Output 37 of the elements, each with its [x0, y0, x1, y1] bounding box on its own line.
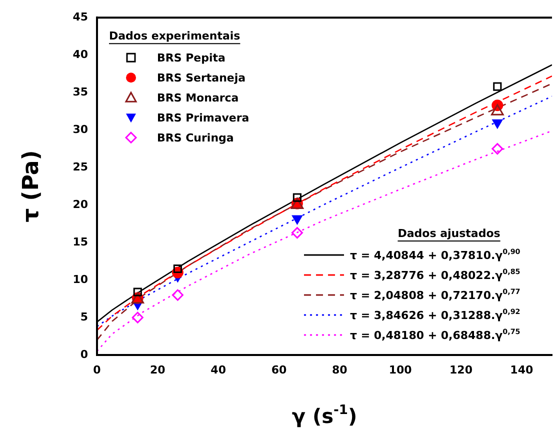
y-tick-label: 40: [72, 48, 88, 61]
point: [173, 264, 182, 274]
x-tick-label: 140: [510, 363, 534, 376]
y-tick-label: 35: [72, 85, 88, 98]
y-tick-label: 30: [72, 122, 88, 136]
legend-title: Dados experimentais: [109, 30, 241, 43]
x-tick-label: 120: [450, 363, 473, 376]
annotation: Dados ajustados: [398, 227, 501, 240]
legend-label: BRS Curinga: [157, 132, 234, 145]
line-series: [97, 130, 552, 352]
x-tick-label: 80: [332, 363, 348, 376]
point: [292, 193, 302, 202]
y-tick-label: 0: [80, 348, 88, 361]
point: [172, 289, 184, 301]
y-tick-label: 25: [72, 160, 88, 174]
x-tick-label: 60: [271, 363, 287, 376]
y-axis-title: τ (Pa): [19, 150, 44, 222]
point: [291, 227, 303, 239]
y-tick-label: 20: [72, 198, 88, 211]
point: [493, 82, 502, 91]
x-tick-label: 40: [210, 363, 226, 376]
legend-label: BRS Primavera: [157, 112, 250, 125]
point: [492, 143, 504, 155]
x-tick-label: 0: [93, 363, 102, 376]
legend-label: BRS Pepita: [157, 52, 226, 65]
point: [132, 312, 144, 324]
point: [492, 119, 502, 128]
legend-label: BRS Monarca: [157, 92, 239, 105]
point: [133, 288, 142, 296]
y-tick-label: 45: [72, 10, 88, 24]
legend-label: BRS Sertaneja: [157, 72, 246, 85]
x-tick-label: 100: [388, 363, 412, 376]
y-tick-label: 15: [72, 235, 88, 248]
y-tick-label: 5: [80, 310, 88, 324]
x-tick-label: 20: [150, 363, 166, 376]
y-tick-label: 10: [72, 272, 88, 286]
point: [292, 215, 302, 224]
